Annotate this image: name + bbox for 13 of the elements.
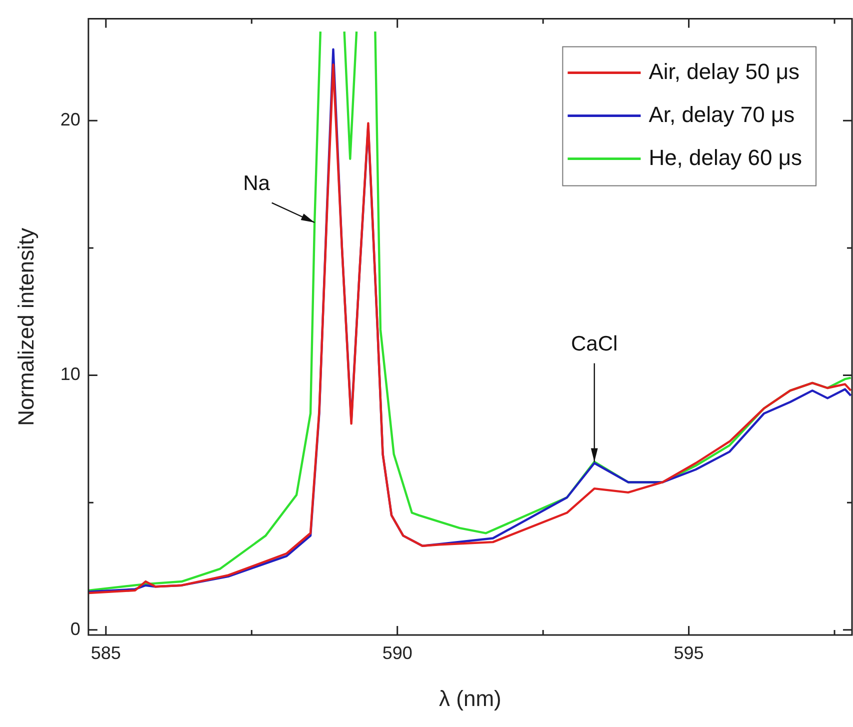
legend-label: He, delay 60 μs: [648, 144, 802, 170]
y-axis-title: Normalized intensity: [13, 228, 38, 426]
y-tick-label: 0: [70, 618, 80, 639]
annotation: CaCl: [571, 332, 618, 356]
legend-label: Ar, delay 70 μs: [648, 102, 795, 127]
legend-label: Air, delay 50 μs: [648, 58, 800, 84]
y-tick-label: 20: [60, 110, 80, 130]
annotation: Na: [243, 172, 270, 196]
x-axis-title: λ (nm): [439, 686, 502, 711]
x-tick-label: 595: [674, 642, 704, 663]
y-tick-label: 10: [60, 364, 80, 384]
x-tick-label: 590: [382, 642, 412, 663]
x-tick-label: 585: [90, 642, 121, 663]
